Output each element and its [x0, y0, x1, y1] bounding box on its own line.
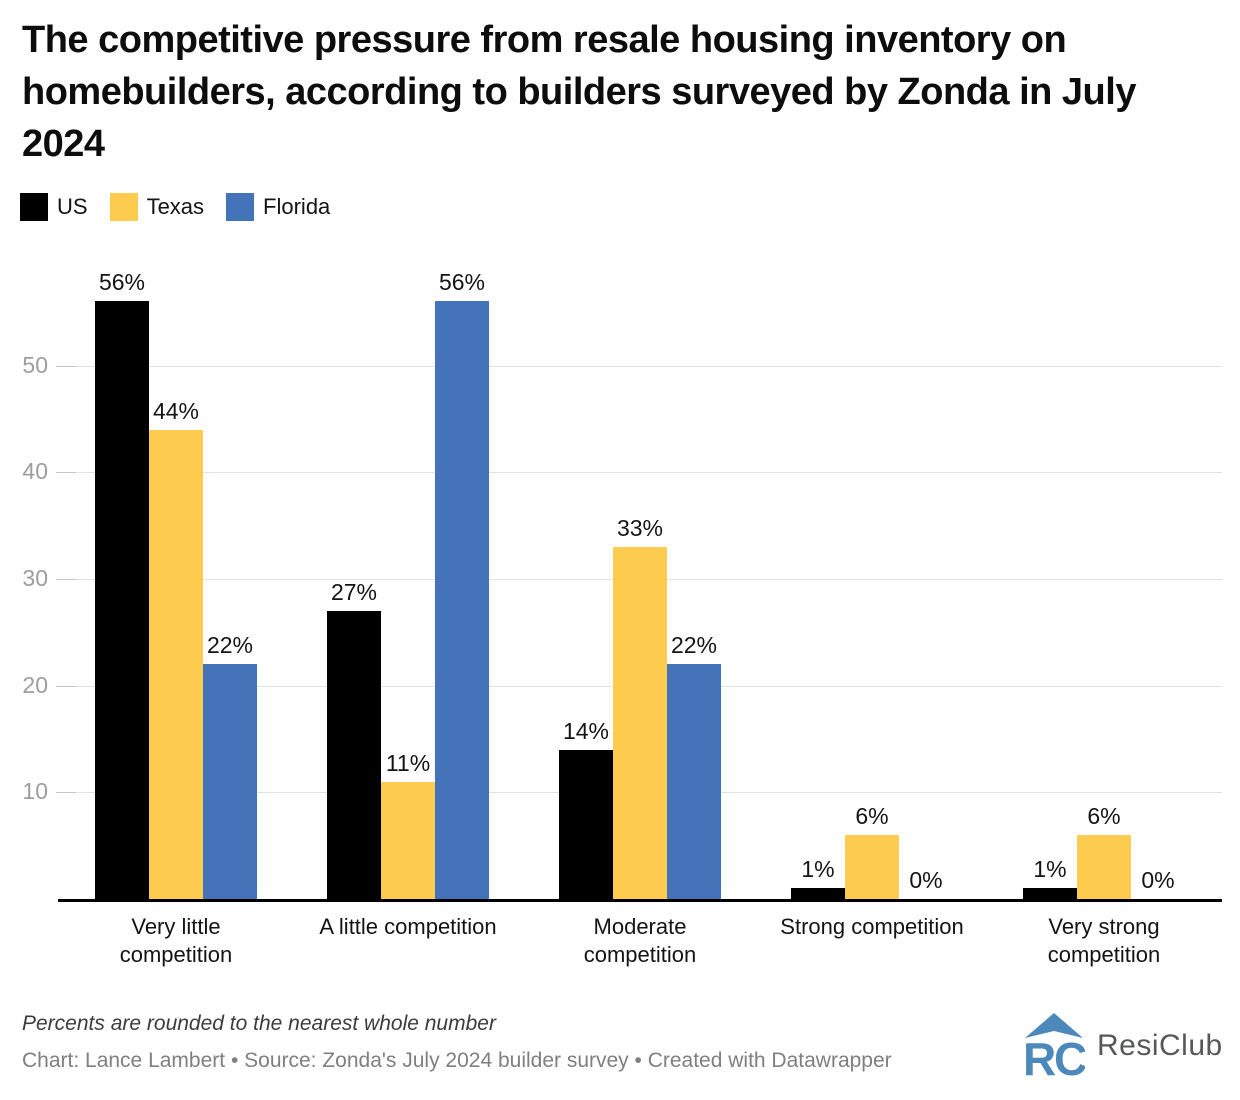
value-label-us-very-little-competition: 56%: [98, 269, 146, 295]
legend-swatch-texas: [109, 193, 138, 221]
y-axis-tick: [56, 792, 76, 793]
bar-texas-moderate-competition: [613, 547, 667, 899]
bar-us-moderate-competition: [559, 750, 613, 899]
value-label-texas-moderate-competition: 33%: [616, 515, 664, 541]
value-label-us-a-little-competition: 27%: [330, 579, 378, 605]
bar-us-very-little-competition: [95, 301, 149, 899]
value-label-florida-very-strong-competition: 0%: [1141, 867, 1175, 893]
x-axis-category-label: Moderate competition: [583, 914, 697, 967]
value-label-texas-a-little-competition: 11%: [385, 750, 431, 776]
value-label-us-very-strong-competition: 1%: [1033, 856, 1067, 882]
legend-label-us: US: [57, 194, 88, 219]
chart-byline: Chart: Lance Lambert • Source: Zonda's J…: [22, 1049, 892, 1072]
value-label-texas-strong-competition: 6%: [855, 803, 889, 829]
bar-us-very-strong-competition: [1023, 888, 1077, 899]
value-label-us-strong-competition: 1%: [801, 856, 835, 882]
gridline: [58, 472, 1222, 473]
value-label-texas-very-strong-competition: 6%: [1087, 803, 1121, 829]
legend-label-texas: Texas: [146, 194, 205, 219]
value-label-us-moderate-competition: 14%: [562, 718, 610, 744]
y-axis-tick: [56, 579, 76, 580]
y-axis-tick: [56, 366, 76, 367]
chart-footnote: Percents are rounded to the nearest whol…: [22, 1012, 496, 1035]
y-axis-tick-label: 50: [22, 352, 48, 378]
legend-item-florida: Florida: [226, 193, 330, 221]
y-axis-tick: [56, 686, 76, 687]
legend-item-us: US: [20, 193, 88, 221]
legend-swatch-florida: [226, 193, 255, 221]
svg-text:R: R: [1023, 1033, 1056, 1080]
y-axis-tick-label: 30: [22, 565, 48, 591]
gridline: [58, 366, 1222, 367]
value-label-florida-strong-competition: 0%: [909, 867, 943, 893]
bar-us-a-little-competition: [327, 611, 381, 899]
x-axis-category-label: Strong competition: [780, 914, 964, 939]
x-axis-category-label: A little competition: [319, 914, 497, 939]
y-axis-tick-label: 40: [22, 458, 48, 484]
bar-texas-very-strong-competition: [1077, 835, 1131, 899]
bar-texas-a-little-competition: [381, 782, 435, 899]
bar-florida-moderate-competition: [667, 664, 721, 899]
bar-texas-very-little-competition: [149, 430, 203, 899]
value-label-florida-moderate-competition: 22%: [670, 632, 718, 658]
bar-florida-very-little-competition: [203, 664, 257, 899]
chart-title: The competitive pressure from resale hou…: [22, 19, 1136, 165]
x-axis-category-label: Very little competition: [119, 914, 233, 967]
legend-label-florida: Florida: [263, 194, 331, 219]
value-label-texas-very-little-competition: 44%: [152, 398, 200, 424]
legend-item-texas: Texas: [109, 193, 205, 221]
value-label-florida-very-little-competition: 22%: [206, 632, 254, 658]
value-label-florida-a-little-competition: 56%: [438, 269, 486, 295]
bar-texas-strong-competition: [845, 835, 899, 899]
bar-us-strong-competition: [791, 888, 845, 899]
legend-swatch-us: [20, 193, 48, 221]
bar-florida-a-little-competition: [435, 301, 489, 899]
resiclub-logo-text: ResiClub: [1097, 1029, 1223, 1062]
x-axis-category-label: Very strong competition: [1047, 914, 1161, 967]
svg-text:C: C: [1054, 1033, 1085, 1080]
y-axis-tick-label: 20: [22, 672, 48, 698]
y-axis-tick: [56, 472, 76, 473]
y-axis-tick-label: 10: [22, 778, 48, 804]
chart-legend: US Texas Florida: [20, 193, 330, 221]
resiclub-logo-icon: R C: [1023, 1013, 1085, 1080]
x-axis-line: [58, 899, 1222, 902]
resiclub-logo: R C ResiClub: [1023, 1012, 1223, 1080]
